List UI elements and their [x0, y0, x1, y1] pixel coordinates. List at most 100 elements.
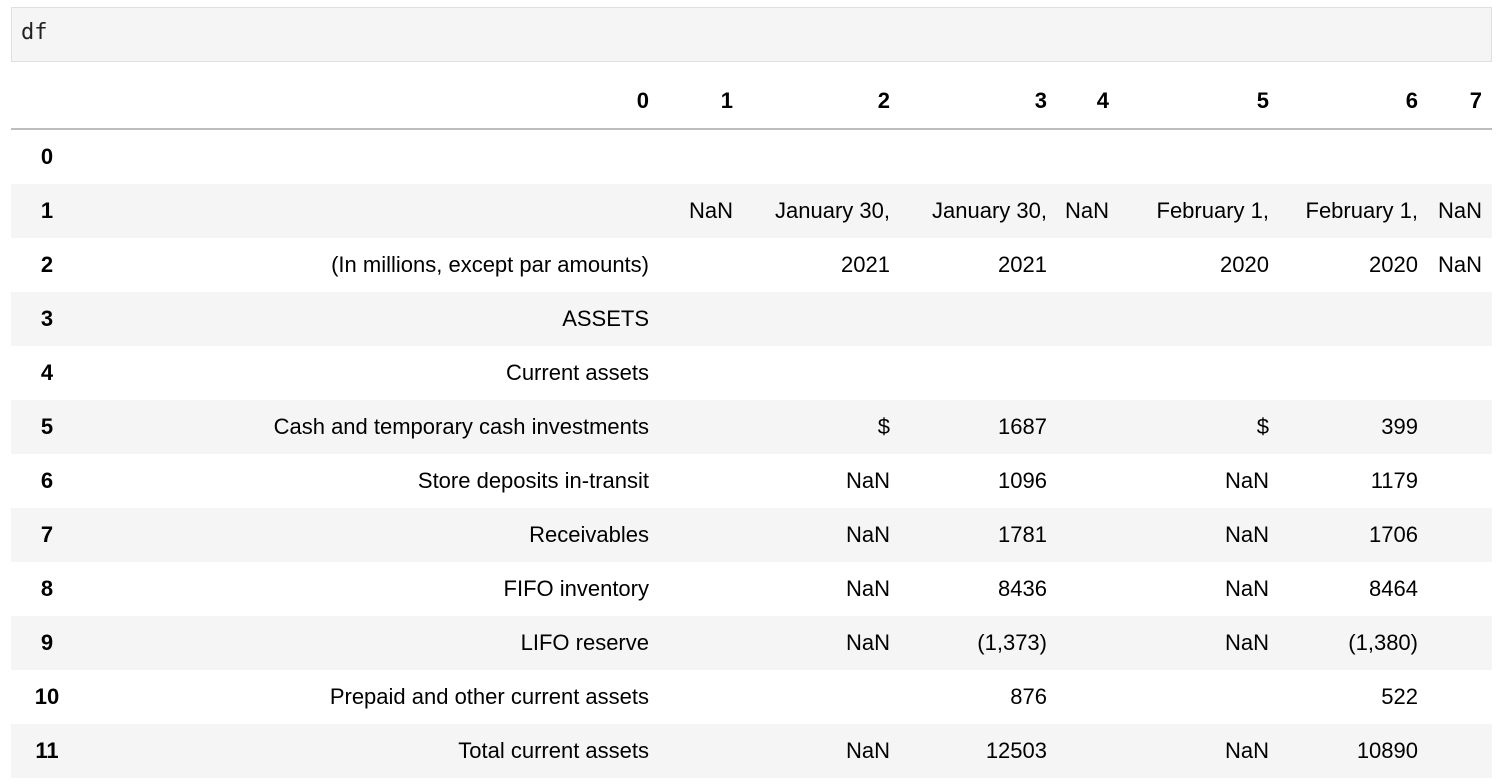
table-cell: FIFO inventory [503, 576, 649, 601]
table-cell: 10890 [1356, 738, 1418, 763]
table-cell: NaN [688, 198, 733, 223]
row-index: 2 [40, 252, 54, 277]
column-header: 6 [1279, 74, 1428, 130]
table-cell: Store deposits in-transit [417, 468, 649, 493]
row-index: 1 [40, 198, 54, 223]
row-index: 6 [40, 468, 54, 493]
table-cell: NaN [1437, 252, 1482, 277]
table-row: 8 FIFO inventory NaN 8436 NaN 8464 [11, 562, 1492, 616]
table-cell: NaN [1224, 630, 1269, 655]
table-cell: (In millions, except par amounts) [331, 252, 649, 277]
table-cell: 8464 [1369, 576, 1418, 601]
table-cell [659, 616, 743, 670]
table-cell: 2021 [841, 252, 890, 277]
table-row: 4 Current assets [11, 346, 1492, 400]
table-cell [1119, 670, 1279, 724]
table-cell [659, 238, 743, 292]
table-cell: 2020 [1369, 252, 1418, 277]
row-index: 0 [40, 144, 54, 169]
table-cell: 2020 [1220, 252, 1269, 277]
table-cell [1428, 508, 1492, 562]
column-header: 1 [659, 74, 743, 130]
table-cell [743, 670, 900, 724]
table-cell [659, 400, 743, 454]
table-cell [659, 508, 743, 562]
table-cell [1057, 508, 1119, 562]
column-header: 5 [1119, 74, 1279, 130]
table-cell [1057, 616, 1119, 670]
table-cell: January 30, [775, 198, 890, 223]
table-cell: (1,373) [977, 630, 1047, 655]
row-index: 11 [35, 738, 59, 763]
table-row: 9 LIFO reserve NaN (1,373) NaN (1,380) [11, 616, 1492, 670]
table-cell: NaN [1437, 198, 1482, 223]
table-cell [659, 292, 743, 346]
table-cell [1057, 129, 1119, 184]
row-index: 4 [40, 360, 54, 385]
table-cell: (1,380) [1348, 630, 1418, 655]
table-cell: 12503 [985, 738, 1047, 763]
row-index: 9 [40, 630, 54, 655]
column-header: 7 [1428, 74, 1492, 130]
table-cell: NaN [845, 576, 890, 601]
table-cell: 876 [1010, 684, 1047, 709]
header-row: 0 1 2 3 4 5 6 7 [11, 74, 1492, 130]
table-cell: February 1, [1305, 198, 1419, 223]
table-cell: LIFO reserve [520, 630, 649, 655]
table-cell [1057, 238, 1119, 292]
table-cell [1057, 400, 1119, 454]
table-row: 7 Receivables NaN 1781 NaN 1706 [11, 508, 1492, 562]
table-cell [743, 292, 900, 346]
table-cell: 8436 [998, 576, 1047, 601]
table-cell [1057, 292, 1119, 346]
table-cell: 1096 [998, 468, 1047, 493]
table-row: 6 Store deposits in-transit NaN 1096 NaN 1179 [11, 454, 1492, 508]
table-cell: NaN [1064, 198, 1109, 223]
table-cell [659, 129, 743, 184]
table-cell [1428, 724, 1492, 778]
table-cell [659, 454, 743, 508]
table-row: 1 NaN January 30, January 30, NaN February 1,… [11, 184, 1492, 238]
table-header: 0 1 2 3 4 5 6 7 [11, 74, 1492, 130]
row-index: 5 [40, 414, 54, 439]
row-index: 10 [34, 684, 60, 709]
table-cell [1428, 616, 1492, 670]
code-cell-input[interactable]: df [11, 7, 1492, 62]
table-cell [743, 346, 900, 400]
table-cell [900, 129, 1057, 184]
table-cell: NaN [1224, 522, 1269, 547]
table-cell [743, 129, 900, 184]
table-cell [1428, 562, 1492, 616]
row-index: 7 [40, 522, 54, 547]
table-cell: Current assets [505, 360, 649, 385]
table-cell [1428, 129, 1492, 184]
table-row: 5 Cash and temporary cash investments $168… [11, 400, 1492, 454]
table-cell [1057, 670, 1119, 724]
table-cell: 1179 [1370, 468, 1418, 493]
table-cell [1428, 400, 1492, 454]
table-body: 0 1 NaN January 30, January 30, NaN February 1… [11, 129, 1492, 778]
table-cell: February 1, [1156, 198, 1270, 223]
table-row: 11 Total current assets NaN 12503 NaN 10890 [11, 724, 1492, 778]
column-header: 2 [743, 74, 900, 130]
table-row: 10 Prepaid and other current assets 876 522 [11, 670, 1492, 724]
row-index: 8 [40, 576, 54, 601]
code-text: df [21, 20, 48, 45]
table-cell: 1706 [1369, 522, 1418, 547]
table-cell [1428, 346, 1492, 400]
table-cell: ASSETS [562, 306, 649, 331]
table-cell: Receivables [529, 522, 649, 547]
table-cell: January 30, [932, 198, 1047, 223]
table-cell [1057, 346, 1119, 400]
table-cell: NaN [845, 630, 890, 655]
table-row: 0 [11, 129, 1492, 184]
table-cell: 1781 [998, 522, 1047, 547]
table-cell: 522 [1381, 684, 1418, 709]
table-cell: NaN [845, 738, 890, 763]
row-index: 3 [40, 306, 54, 331]
table-cell [1119, 292, 1279, 346]
table-row: 3 ASSETS [11, 292, 1492, 346]
table-cell [83, 129, 659, 184]
table-cell [1279, 346, 1428, 400]
table-cell: 2021 [998, 252, 1047, 277]
